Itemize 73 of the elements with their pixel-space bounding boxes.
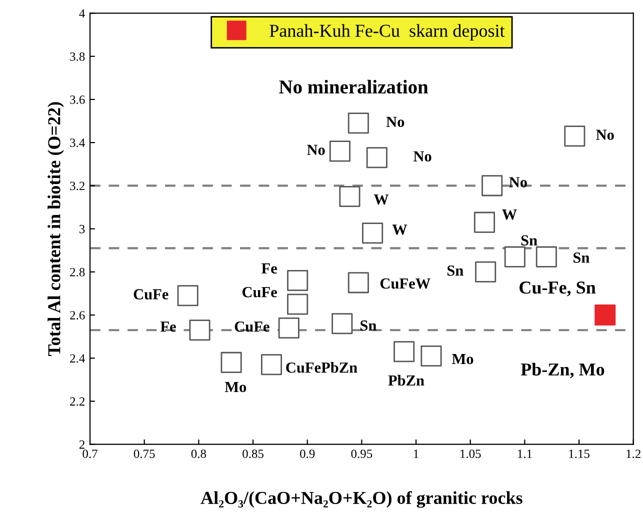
y-tick-label: 3.2 <box>70 182 84 190</box>
x-tick-label: 1.05 <box>460 450 481 458</box>
point <box>482 175 503 196</box>
x-tick-label: 0.9 <box>300 450 315 458</box>
data-label: CuFe <box>234 322 270 332</box>
data-label: Sn <box>574 252 590 263</box>
point <box>329 140 350 162</box>
y-tick-label: 2 <box>79 440 84 449</box>
y-tick-label: 4 <box>79 9 85 18</box>
data-label: Fe <box>160 322 176 332</box>
point <box>474 212 495 233</box>
point <box>332 313 353 334</box>
x-axis-title: Al₂O₃/(CaO+Na₂O+K₂O) of granitic rocks <box>200 491 522 508</box>
point <box>564 126 586 147</box>
y-tick-label: 2.4 <box>70 354 85 363</box>
point <box>348 272 369 294</box>
data-label: No <box>413 151 432 162</box>
point <box>420 345 442 366</box>
y-tick-label: 2.2 <box>70 397 84 406</box>
y-tick-label: 2.6 <box>70 311 85 320</box>
data-label: CuFe <box>242 287 277 298</box>
point <box>287 270 308 292</box>
x-tick-label: 0.95 <box>351 450 372 458</box>
x-tick-label: 1 <box>414 450 418 458</box>
data-label: Sn <box>360 320 376 331</box>
annotation: No mineralization <box>279 80 428 94</box>
data-label: W <box>502 210 517 220</box>
point <box>220 352 242 373</box>
y-tick-label: 3.8 <box>70 52 85 61</box>
point <box>287 294 308 315</box>
data-label: W <box>374 194 389 205</box>
point <box>362 222 384 244</box>
point <box>504 246 526 268</box>
x-tick-label: 0.8 <box>191 450 206 458</box>
x-tick-label: 0.7 <box>82 450 98 458</box>
point <box>348 112 369 134</box>
data-label: CuFePbZn <box>286 362 358 373</box>
data-label: No <box>307 144 325 156</box>
x-tick-label: 1.1 <box>518 450 532 458</box>
data-label: No <box>386 116 404 127</box>
legend-label: Panah-Kuh Fe-Cu skarn deposit <box>270 24 505 41</box>
point <box>260 354 282 376</box>
data-label: Sn <box>447 265 464 276</box>
x-tick-label: 1.15 <box>569 450 590 458</box>
data-label: No <box>509 177 527 188</box>
x-tick-label: 1.2 <box>626 450 640 458</box>
point <box>594 304 616 326</box>
point <box>339 186 360 207</box>
annotation: Pb-Zn, Mo <box>520 362 604 378</box>
annotation: Cu-Fe, Sn <box>520 282 596 296</box>
data-label: Mo <box>224 382 246 392</box>
data-label: Sn <box>521 235 538 246</box>
data-label: CuFeW <box>380 278 430 289</box>
data-label: Mo <box>452 354 474 364</box>
y-tick-label: 3.4 <box>70 138 85 148</box>
y-tick-label: 3.6 <box>70 96 85 104</box>
point <box>189 320 210 341</box>
x-tick-label: 0.85 <box>242 450 264 458</box>
y-tick-label: 3 <box>80 224 85 234</box>
point <box>394 341 415 362</box>
point <box>278 317 300 338</box>
point <box>536 246 557 268</box>
data-label: CuFe <box>134 289 168 300</box>
data-label: No <box>596 130 614 140</box>
data-label: W <box>392 224 408 235</box>
point <box>177 285 198 306</box>
x-tick-label: 0.75 <box>134 450 155 458</box>
y-axis-title: Total Al content in biotite (O=22) <box>48 102 64 356</box>
y-tick-label: 2.8 <box>70 268 85 276</box>
point <box>475 261 496 282</box>
data-label: PbZn <box>388 374 424 386</box>
data-label: Fe <box>262 263 277 274</box>
point <box>366 147 388 168</box>
